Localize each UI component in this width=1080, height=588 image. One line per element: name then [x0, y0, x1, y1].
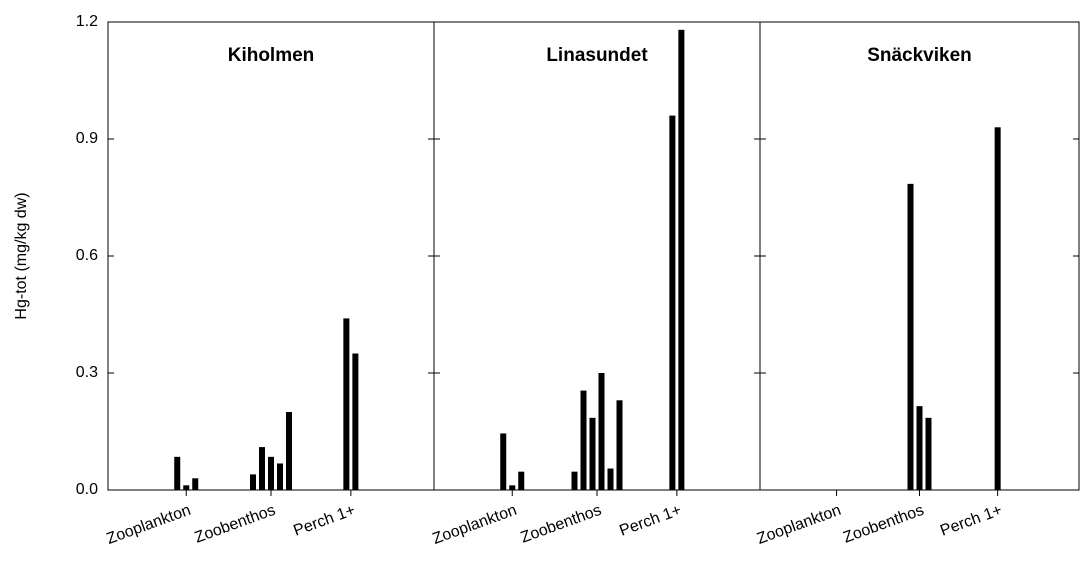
bar — [500, 433, 507, 490]
bar — [174, 456, 181, 490]
bar — [250, 474, 256, 490]
x-tick-label: Perch 1+ — [291, 502, 357, 540]
y-tick-label: 0.3 — [76, 364, 98, 381]
panel-title: Linasundet — [546, 45, 648, 66]
x-tick-label: Perch 1+ — [938, 502, 1004, 540]
bar — [268, 456, 274, 490]
bar — [580, 390, 587, 490]
bar — [616, 400, 623, 490]
bar — [678, 29, 685, 491]
x-tick-label: Zoobenthos — [519, 502, 604, 547]
panel-frame — [433, 21, 761, 491]
bar — [343, 318, 350, 490]
bar — [916, 406, 923, 490]
panel-title: Snäckviken — [867, 45, 972, 66]
y-tick-label: 0.6 — [76, 247, 98, 264]
bar — [925, 417, 932, 490]
panel-title: Kiholmen — [228, 45, 315, 66]
panel-frame — [107, 21, 435, 491]
bar — [994, 127, 1001, 491]
bar — [286, 412, 292, 490]
x-tick-label: Perch 1+ — [617, 502, 683, 540]
y-tick-label: 0.9 — [76, 130, 98, 147]
bar — [259, 447, 265, 490]
x-tick-label: Zoobenthos — [193, 502, 278, 547]
bar — [571, 471, 578, 490]
bar — [669, 115, 676, 490]
y-axis-label: Hg-tot (mg/kg dw) — [13, 192, 30, 319]
bar — [509, 485, 516, 490]
x-tick-label: Zooplankton — [430, 502, 519, 548]
bar — [183, 485, 190, 490]
bar — [589, 417, 596, 490]
bar — [518, 471, 525, 490]
y-tick-label: 0.0 — [76, 481, 98, 498]
bar — [607, 468, 614, 490]
y-tick-label: 1.2 — [76, 13, 98, 30]
x-tick-label: Zooplankton — [755, 502, 844, 548]
x-tick-label: Zooplankton — [104, 502, 193, 548]
bar — [352, 353, 359, 490]
bar — [277, 463, 283, 490]
x-tick-label: Zoobenthos — [841, 502, 926, 547]
bar — [598, 373, 605, 490]
bar — [907, 183, 914, 490]
bar — [192, 478, 199, 490]
